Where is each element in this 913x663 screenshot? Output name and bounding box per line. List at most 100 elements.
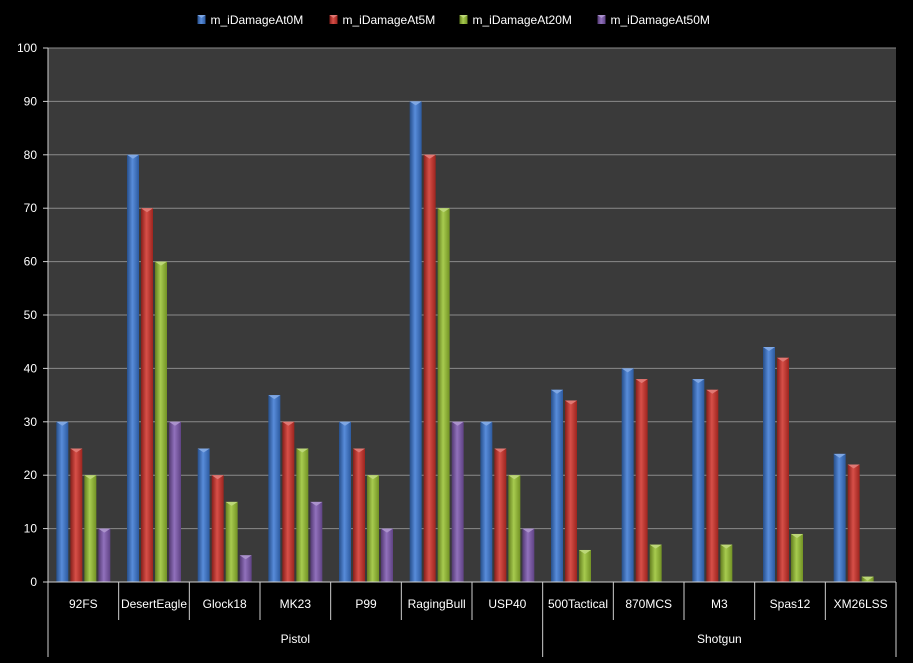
- x-tick-label: M3: [711, 597, 728, 611]
- bar: [706, 389, 719, 582]
- legend-item: m_iDamageAt5M: [329, 13, 436, 27]
- x-tick-label: 500Tactical: [548, 597, 608, 611]
- legend-swatch: [329, 15, 338, 24]
- x-tick-label: Glock18: [203, 597, 247, 611]
- bar: [353, 448, 365, 582]
- bar: [480, 421, 493, 582]
- bar-cap: [508, 475, 521, 480]
- x-tick-label: 92FS: [69, 597, 98, 611]
- legend-label: m_iDamageAt0M: [211, 13, 304, 27]
- bar-cap: [56, 421, 69, 426]
- y-tick-label: 40: [24, 361, 38, 375]
- legend-swatch-cap: [197, 15, 206, 18]
- x-tick-label: Spas12: [770, 597, 811, 611]
- bar-cap: [451, 421, 464, 426]
- bar-cap: [791, 533, 803, 538]
- bar-cap: [353, 448, 365, 453]
- bar: [282, 421, 295, 582]
- bar: [409, 101, 422, 583]
- bar: [268, 395, 281, 582]
- legend-label: m_iDamageAt5M: [343, 13, 436, 27]
- bar-cap: [169, 421, 181, 426]
- y-axis-ticks: 0 10 20 30 40 50 60 70 80 90 100: [17, 41, 48, 589]
- bar-cap: [197, 448, 210, 453]
- bars: [56, 101, 874, 583]
- bar: [565, 400, 577, 582]
- bar-cap: [621, 368, 634, 373]
- bar-cap: [423, 154, 436, 159]
- bar: [141, 208, 153, 582]
- y-tick-label: 80: [24, 148, 38, 162]
- group-label: Shotgun: [697, 632, 742, 646]
- bar-cap: [777, 357, 789, 362]
- y-tick-label: 10: [24, 522, 38, 536]
- bar-cap: [649, 544, 662, 549]
- bar-cap: [409, 101, 422, 106]
- bar: [239, 555, 252, 582]
- bar-cap: [692, 379, 705, 384]
- bar-cap: [720, 544, 733, 549]
- bar: [423, 154, 436, 583]
- bar-cap: [141, 208, 153, 213]
- bar: [84, 475, 97, 582]
- bar: [833, 453, 846, 582]
- bar: [777, 357, 789, 582]
- bar-cap: [127, 154, 139, 159]
- bar: [367, 475, 379, 582]
- x-tick-label: P99: [355, 597, 377, 611]
- legend-label: m_iDamageAt50M: [611, 13, 710, 27]
- bar-cap: [565, 400, 577, 405]
- bar: [381, 528, 393, 582]
- bar-cap: [381, 528, 393, 533]
- bar: [197, 448, 210, 582]
- bar: [692, 379, 705, 582]
- bar-cap: [84, 475, 97, 480]
- x-tick-label: RagingBull: [408, 597, 466, 611]
- legend-item: m_iDamageAt20M: [459, 13, 572, 27]
- bar: [635, 379, 648, 582]
- y-tick-label: 90: [24, 94, 38, 108]
- legend-item: m_iDamageAt50M: [597, 13, 710, 27]
- bar: [763, 347, 775, 582]
- group-label: Pistol: [281, 632, 310, 646]
- bar: [847, 464, 860, 582]
- bar-cap: [763, 347, 775, 352]
- bar-cap: [155, 261, 167, 266]
- x-tick-label: 870MCS: [625, 597, 672, 611]
- bar-cap: [268, 395, 281, 400]
- bar-cap: [310, 501, 323, 506]
- bar: [310, 501, 323, 582]
- y-tick-label: 50: [24, 308, 38, 322]
- bar-cap: [706, 389, 719, 394]
- bar-cap: [339, 421, 351, 426]
- legend-swatch: [459, 15, 468, 24]
- bar: [211, 475, 224, 582]
- legend-swatch: [197, 15, 206, 24]
- y-tick-label: 30: [24, 415, 38, 429]
- legend-label: m_iDamageAt20M: [473, 13, 572, 27]
- legend-swatch-cap: [329, 15, 338, 18]
- bar: [649, 544, 662, 582]
- bar: [791, 533, 803, 582]
- bar-cap: [225, 501, 238, 506]
- x-axis-ticks: 92FS DesertEagle Glock18 MK23 P99 RagingBull U…: [47, 582, 897, 657]
- bar: [494, 448, 507, 582]
- bar-cap: [833, 453, 846, 458]
- bar: [155, 261, 167, 582]
- bar-cap: [635, 379, 648, 384]
- y-tick-label: 0: [30, 575, 37, 589]
- bar-cap: [847, 464, 860, 469]
- bar: [225, 501, 238, 582]
- y-tick-label: 70: [24, 201, 38, 215]
- bar-cap: [579, 549, 591, 554]
- bar-cap: [522, 528, 535, 533]
- y-tick-label: 60: [24, 255, 38, 269]
- bar: [296, 448, 309, 582]
- bar: [508, 475, 521, 582]
- x-tick-label: XM26LSS: [834, 597, 888, 611]
- bar: [621, 368, 634, 582]
- legend-item: m_iDamageAt0M: [197, 13, 304, 27]
- y-tick-label: 100: [17, 41, 37, 55]
- bar-cap: [437, 208, 450, 213]
